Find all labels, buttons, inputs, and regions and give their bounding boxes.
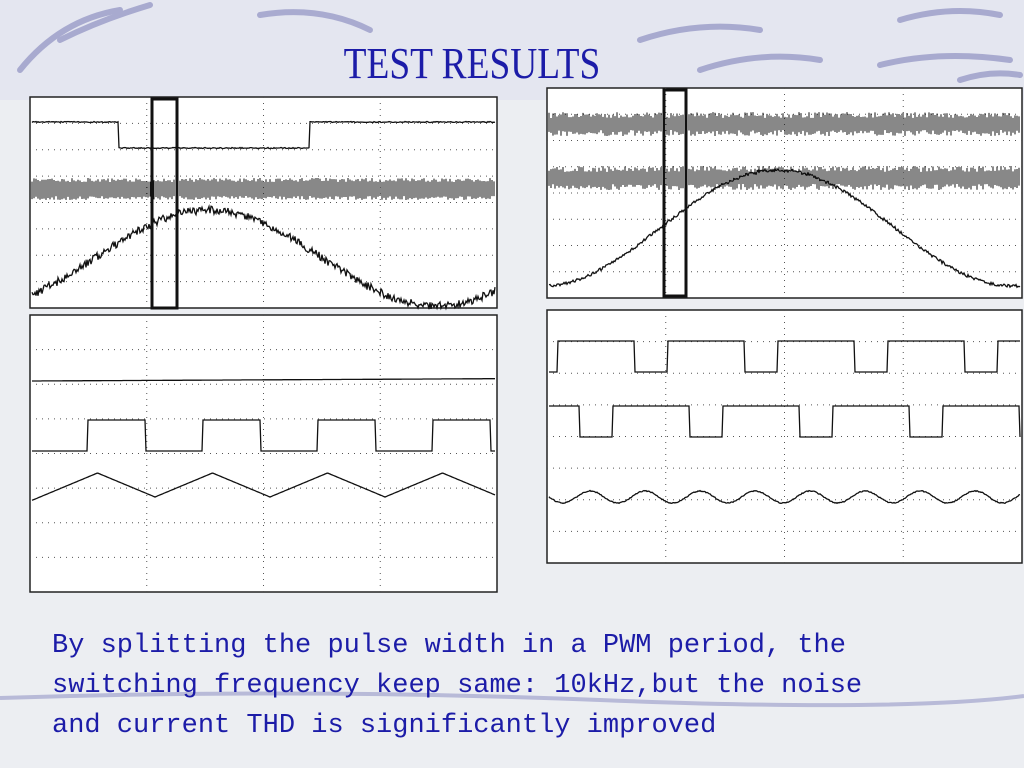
slide: TEST RESULTS By splitting the pulse widt… [0,0,1024,768]
slide-title: TEST RESULTS [71,38,873,89]
oscilloscope-captures [30,88,1022,592]
body-text: By splitting the pulse width in a PWM pe… [52,626,862,746]
body-line: and current THD is significantly improve… [52,706,862,746]
body-line: switching frequency keep same: 10kHz,but… [52,666,862,706]
body-line: By splitting the pulse width in a PWM pe… [52,626,862,666]
